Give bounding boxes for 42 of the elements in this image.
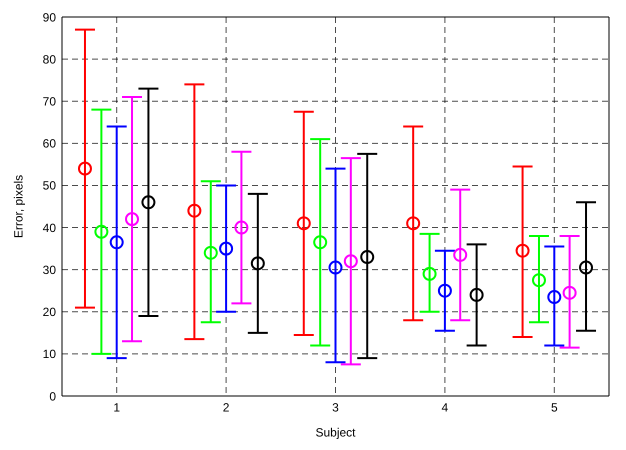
point (110, 235, 124, 250)
point (532, 273, 546, 288)
point (360, 250, 374, 264)
point (296, 216, 311, 230)
y-tick-label: 30 (42, 262, 56, 277)
point (579, 260, 594, 275)
x-tick-label: 1 (113, 400, 120, 415)
y-tick-label: 40 (42, 220, 56, 235)
point (328, 260, 342, 275)
point (406, 216, 420, 230)
point (234, 220, 248, 235)
point (78, 162, 92, 176)
point (219, 242, 234, 256)
x-tick-label: 2 (222, 400, 230, 415)
point (187, 204, 202, 218)
point (562, 286, 577, 300)
y-tick-label: 60 (42, 136, 56, 151)
point (422, 266, 437, 281)
point (125, 212, 140, 226)
point (516, 244, 530, 258)
y-tick-label: 80 (42, 52, 56, 66)
y-tick-label: 90 (42, 10, 56, 24)
y-tick-label: 50 (42, 178, 56, 193)
point (453, 248, 468, 262)
point (344, 254, 358, 268)
point (250, 256, 265, 270)
point (313, 235, 328, 250)
point (141, 195, 156, 210)
x-tick-label: 5 (550, 400, 558, 415)
point (438, 284, 452, 298)
y-tick-label: 70 (42, 94, 56, 108)
y-tick-label: 0 (49, 389, 56, 404)
point (547, 290, 562, 304)
point (94, 224, 108, 239)
y-tick-label: 10 (42, 347, 56, 362)
y-tick-label: 20 (42, 305, 56, 320)
x-tick-label: 3 (332, 400, 340, 415)
x-tick-label: 4 (442, 400, 449, 415)
point (470, 288, 484, 302)
point (204, 246, 218, 260)
y-axis-title: Error, pixels (11, 174, 26, 238)
x-axis-title: Subject (315, 426, 356, 440)
